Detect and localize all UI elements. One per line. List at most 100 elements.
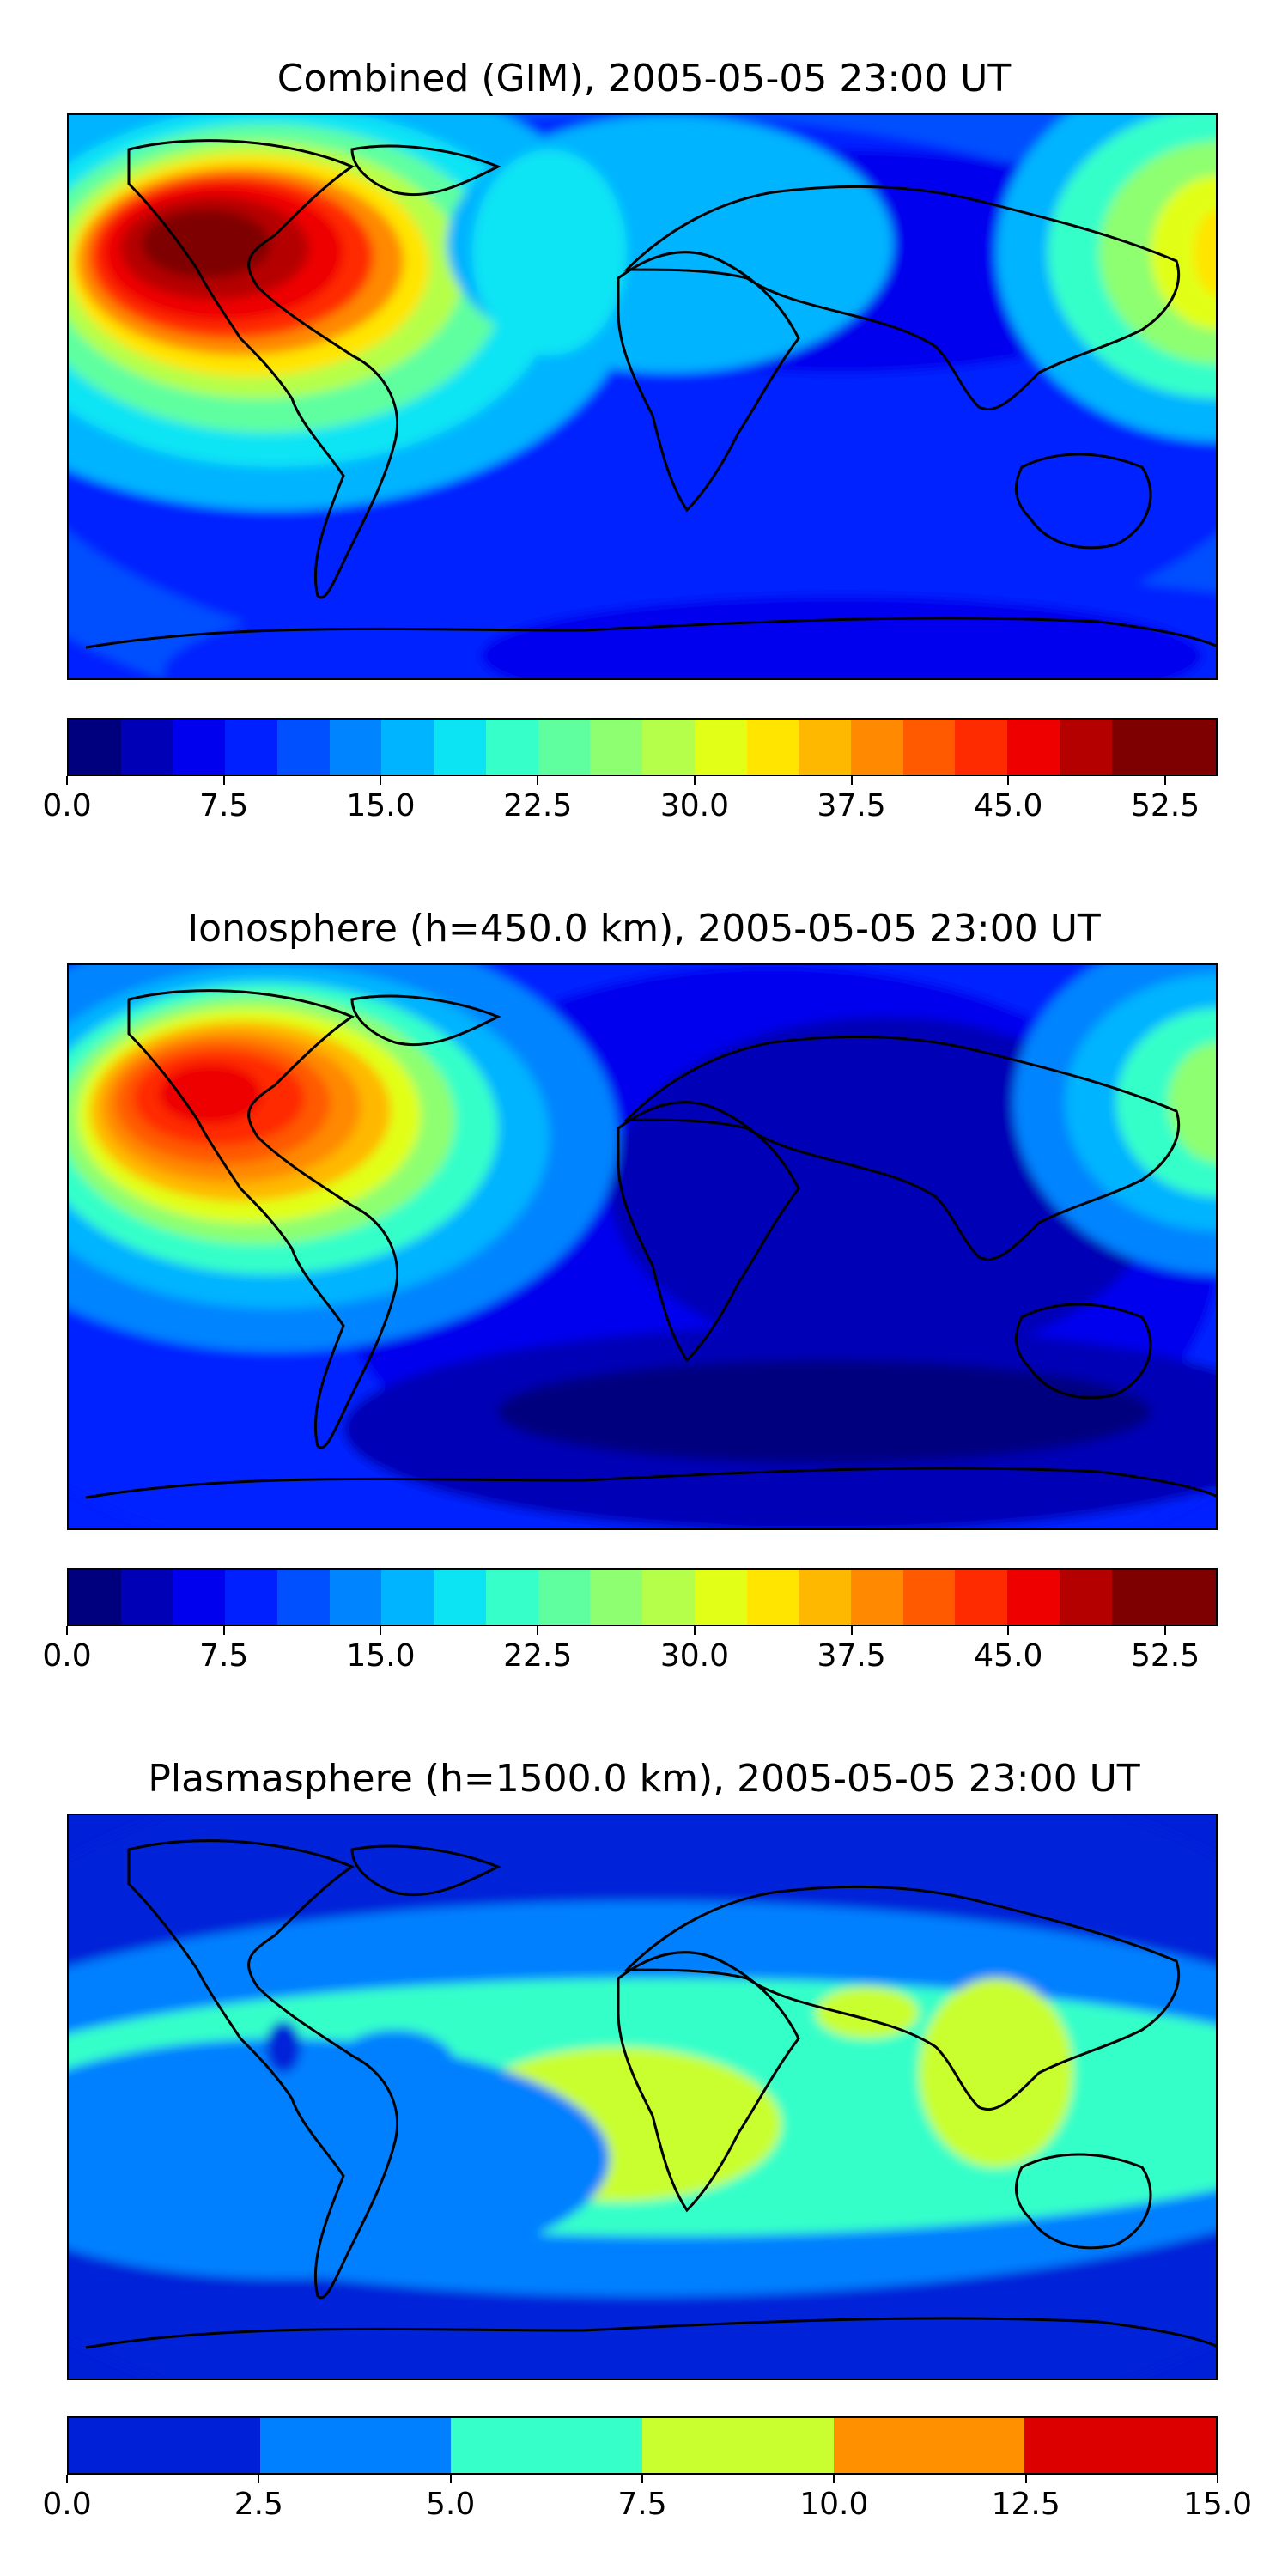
map-field	[69, 115, 1216, 678]
colorbar-tick-label: 7.5	[199, 788, 249, 823]
colorbar-tick-label: 12.5	[991, 2487, 1060, 2522]
colorbar-tickmark	[1024, 2475, 1027, 2483]
colorbar-tickmark	[537, 776, 539, 785]
coastlines	[85, 1839, 1216, 2349]
contour-region	[472, 149, 627, 355]
colorbar-swatch	[538, 1570, 591, 1625]
colorbar-swatch	[1163, 720, 1217, 775]
colorbar-tick-label: 37.5	[817, 788, 886, 823]
colorbar-swatch	[173, 1570, 226, 1625]
map-ionosphere	[67, 963, 1218, 1530]
colorbar-tickmark	[66, 2475, 68, 2483]
colorbar-swatch	[642, 2418, 834, 2473]
coastlines	[85, 139, 1216, 649]
colorbar-tick-label: 30.0	[659, 1638, 729, 1674]
colorbar-tickmark	[537, 1626, 539, 1635]
colorbar-combined	[67, 718, 1218, 776]
coastlines	[85, 989, 1216, 1499]
colorbar-swatch	[381, 1570, 434, 1625]
colorbar-swatch	[1007, 1570, 1060, 1625]
colorbar-swatch	[1059, 720, 1112, 775]
colorbar-tick-label: 45.0	[974, 1638, 1043, 1674]
colorbar-swatch	[955, 720, 1008, 775]
contour-region	[919, 1978, 1073, 2167]
colorbar-swatch	[120, 720, 173, 775]
colorbar-tickmark	[222, 776, 225, 785]
contour-region	[159, 1064, 262, 1124]
colorbar-swatch	[1007, 720, 1060, 775]
colorbar-swatch	[590, 720, 643, 775]
map-plasmasphere	[67, 1814, 1218, 2380]
contour-region	[266, 2021, 301, 2073]
colorbar-swatch	[799, 720, 852, 775]
contour-region	[1151, 175, 1216, 330]
colorbar-swatch	[69, 2418, 260, 2473]
colorbar-tickmark	[833, 2475, 835, 2483]
colorbar-swatch	[485, 720, 538, 775]
colorbar-swatch	[381, 720, 434, 775]
contour-region	[498, 1360, 1151, 1463]
colorbar-plasmasphere	[67, 2416, 1218, 2475]
colorbar-swatch	[851, 1570, 903, 1625]
colorbar-tick-label: 10.0	[799, 2487, 869, 2522]
colorbar-tick-label: 7.5	[617, 2487, 667, 2522]
colorbar-swatch	[276, 720, 330, 775]
colorbar-tick-label: 30.0	[659, 788, 729, 823]
colorbar-tickmark	[1007, 1626, 1010, 1635]
colorbar-swatch	[694, 720, 747, 775]
colorbar-tickmark	[66, 776, 68, 785]
colorbar-swatch	[799, 1570, 852, 1625]
colorbar-swatch	[694, 1570, 747, 1625]
colorbar-tick-label: 15.0	[346, 788, 416, 823]
colorbar-swatch	[173, 720, 226, 775]
colorbar-tick-label: 0.0	[42, 2487, 92, 2522]
colorbar-tick-label: 45.0	[974, 788, 1043, 823]
map-field	[69, 965, 1216, 1528]
colorbar-swatch	[1111, 1570, 1164, 1625]
colorbar-swatch	[434, 1570, 486, 1625]
colorbar-tick-label: 7.5	[199, 1638, 249, 1674]
colorbar-swatch	[538, 720, 591, 775]
colorbar-tickmark	[1217, 2475, 1218, 2483]
panel-title-combined: Combined (GIM), 2005-05-05 23:00 UT	[276, 57, 1012, 100]
contour-region	[1168, 1042, 1216, 1163]
colorbar-tickmark	[1164, 1626, 1167, 1635]
colorbar-tickmark	[641, 2475, 643, 2483]
contour-region	[1194, 210, 1216, 295]
colorbar-swatch	[225, 720, 277, 775]
contour-region	[69, 2038, 610, 2279]
colorbar-swatch	[329, 720, 382, 775]
colorbar-swatch	[120, 1570, 173, 1625]
colorbar-swatch	[485, 1570, 538, 1625]
colorbar-tickmark	[850, 1626, 853, 1635]
colorbar-swatch	[902, 720, 956, 775]
colorbar-swatch	[642, 1570, 695, 1625]
colorbar-swatch	[69, 1570, 121, 1625]
colorbar-swatch	[434, 720, 486, 775]
colorbar-swatch	[451, 2418, 643, 2473]
colorbar-tick-label: 52.5	[1131, 1638, 1200, 1674]
colorbar-tick-label: 5.0	[426, 2487, 476, 2522]
colorbar-tickmark	[258, 2475, 260, 2483]
colorbar-tick-label: 15.0	[346, 1638, 416, 1674]
colorbar-tickmark	[66, 1626, 68, 1635]
colorbar-tick-label: 0.0	[42, 788, 92, 823]
contour-region	[481, 596, 1202, 678]
panel-title-ionosphere: Ionosphere (h=450.0 km), 2005-05-05 23:0…	[187, 907, 1101, 951]
colorbar-tickmark	[1164, 776, 1167, 785]
colorbar-swatch	[1059, 1570, 1112, 1625]
panel-title-plasmasphere: Plasmasphere (h=1500.0 km), 2005-05-05 2…	[148, 1757, 1140, 1801]
colorbar-swatch	[902, 1570, 956, 1625]
colorbar-tickmark	[693, 776, 696, 785]
colorbar-swatch	[329, 1570, 382, 1625]
colorbar-tick-label: 15.0	[1182, 2487, 1253, 2522]
colorbar-tickmark	[693, 1626, 696, 1635]
colorbar-ionosphere	[67, 1568, 1218, 1626]
colorbar-swatch	[1163, 1570, 1217, 1625]
colorbar-swatch	[955, 1570, 1008, 1625]
colorbar-tickmark	[380, 776, 382, 785]
colorbar-swatch	[851, 720, 903, 775]
contour-region	[335, 2030, 455, 2099]
colorbar-tickmark	[222, 1626, 225, 1635]
colorbar-swatch	[259, 2418, 452, 2473]
